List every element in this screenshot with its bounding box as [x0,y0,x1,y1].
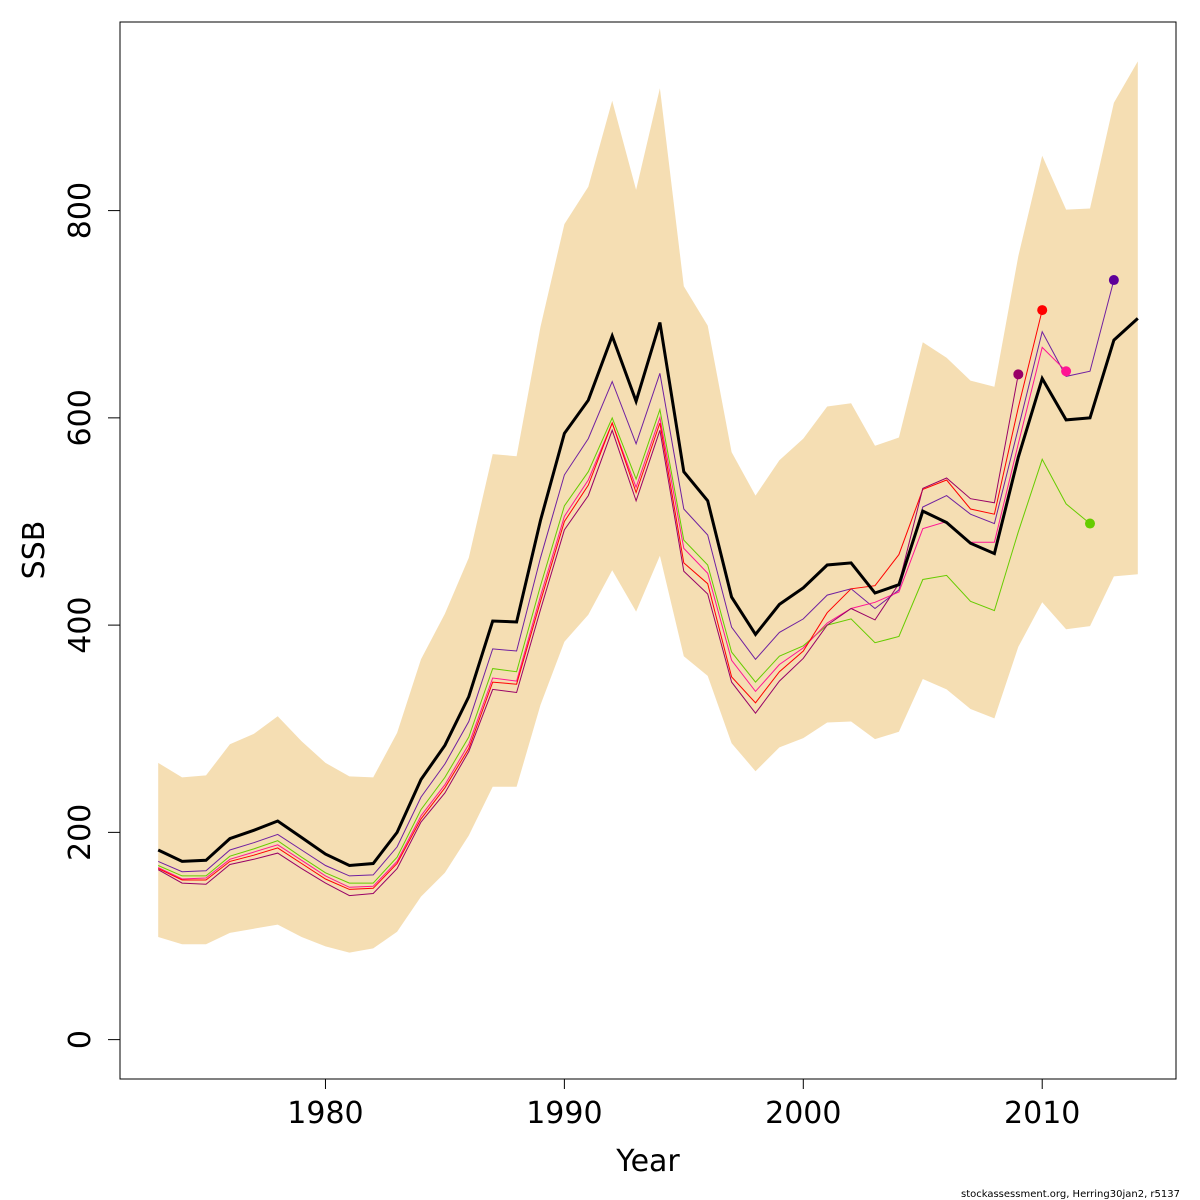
x-axis-label: Year [615,1144,680,1179]
y-tick-label: 0 [63,1030,98,1049]
y-tick-label: 400 [63,596,98,653]
y-axis: 0 200 400 600 800 [63,182,120,1049]
main-ssb-line [157,317,1139,868]
y-axis-label: SSB [17,521,52,580]
retro-endpoint-3 [1037,305,1048,316]
plot-frame [119,21,1177,1080]
y-tick-label: 600 [63,389,98,446]
retro-line-3 [157,309,1043,890]
x-axis: 1980 1990 2000 2010 [287,1079,1080,1131]
retro-line-4 [157,374,1019,897]
retro-endpoint-1 [1084,518,1095,529]
footer-credit: stockassessment.org, Herring30jan2, r513… [961,1189,1180,1200]
retro-line-0 [158,279,1115,877]
retro-endpoint-2 [1061,366,1072,377]
retro-endpoint-0 [1108,275,1119,286]
retro-endpoint-4 [1013,369,1024,380]
x-tick-label: 1980 [287,1096,363,1131]
y-tick-label: 200 [63,804,98,861]
y-tick-label: 800 [63,182,98,239]
x-tick-label: 1990 [526,1096,602,1131]
x-tick-label: 2000 [765,1096,841,1131]
x-tick-label: 2010 [1004,1096,1080,1131]
confidence-band [158,61,1138,953]
plot-area [157,61,1139,953]
retro-line-1 [158,407,1091,884]
